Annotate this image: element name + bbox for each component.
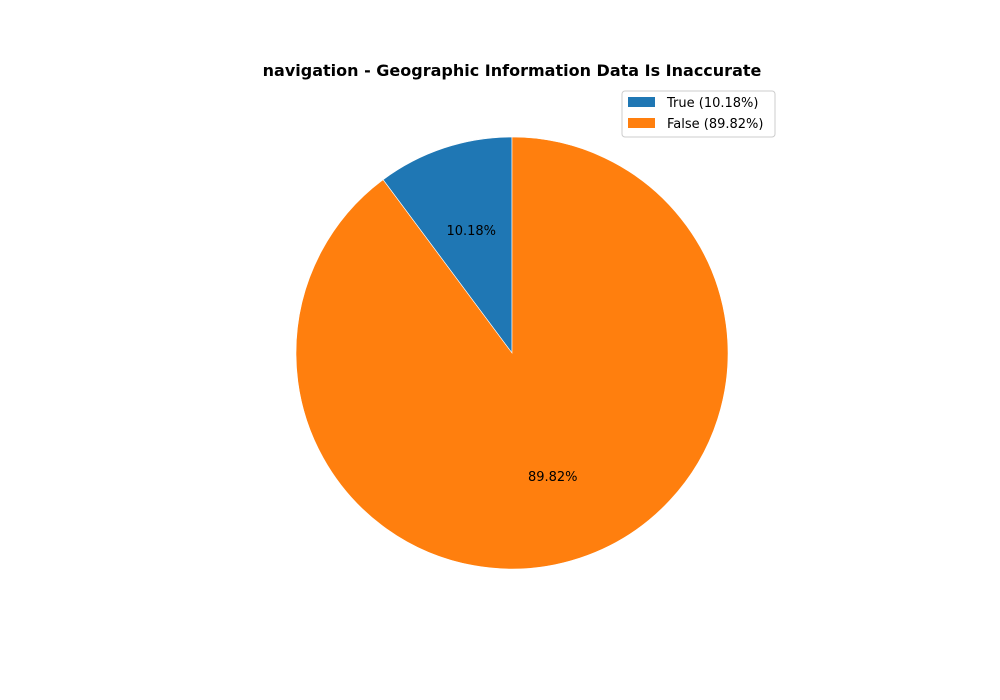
- legend-swatch-true: [628, 97, 655, 107]
- pie-percent-label-false: 89.82%: [528, 470, 578, 485]
- legend-label-true: True (10.18%): [666, 96, 758, 111]
- pie-slice-true: [382, 136, 513, 354]
- chart-title: navigation - Geographic Information Data…: [263, 61, 762, 80]
- pie-slice-false: [295, 136, 729, 570]
- pie-percent-labels: 10.18% 89.82%: [446, 224, 577, 485]
- legend-frame: [621, 90, 776, 138]
- legend-swatch-false: [628, 118, 655, 128]
- legend: True (10.18%) False (89.82%): [621, 90, 776, 138]
- legend-label-false: False (89.82%): [667, 117, 763, 132]
- pie-slices: [295, 136, 729, 570]
- pie-percent-label-true: 10.18%: [446, 224, 496, 239]
